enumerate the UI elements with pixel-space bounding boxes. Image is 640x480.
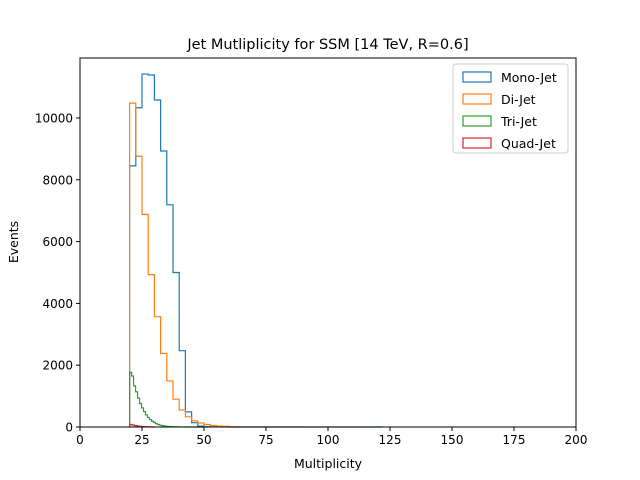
chart-title: Jet Mutliplicity for SSM [14 TeV, R=0.6] [186,37,468,53]
y-tick-label: 0 [65,421,73,435]
x-tick-label: 75 [258,433,273,447]
y-tick-label: 2000 [42,359,73,373]
legend-label: Tri-Jet [500,114,537,129]
y-tick-label: 10000 [35,111,73,125]
legend-swatch [462,115,492,127]
x-tick-label: 200 [565,433,588,447]
x-tick-label: 25 [134,433,149,447]
legend-label: Quad-Jet [501,136,556,151]
plot-area [129,73,383,428]
legend-label: Di-Jet [501,92,536,107]
y-tick-label: 8000 [42,173,73,187]
legend-swatch [462,93,492,105]
x-tick-label: 175 [503,433,526,447]
y-axis-label: Events [6,221,21,263]
x-tick-label: 150 [441,433,464,447]
x-tick-label: 0 [76,433,84,447]
x-axis-label: Multiplicity [294,456,363,471]
x-tick-label: 50 [196,433,211,447]
legend-frame [452,63,569,154]
legend-swatch [462,71,492,83]
x-tick-label: 100 [317,433,340,447]
y-axis: 0 2000 4000 6000 8000 10000 [35,111,80,435]
x-tick-label: 125 [379,433,402,447]
legend: Mono-Jet Di-Jet Tri-Jet Quad-Jet [452,63,569,154]
series-mono-jet-step [129,73,383,428]
x-axis: 0 25 50 75 100 125 150 175 200 [76,427,587,447]
series-di-jet-step [129,102,304,428]
legend-label: Mono-Jet [501,70,557,85]
y-tick-label: 6000 [42,235,73,249]
y-tick-label: 4000 [42,297,73,311]
legend-swatch [462,137,492,149]
